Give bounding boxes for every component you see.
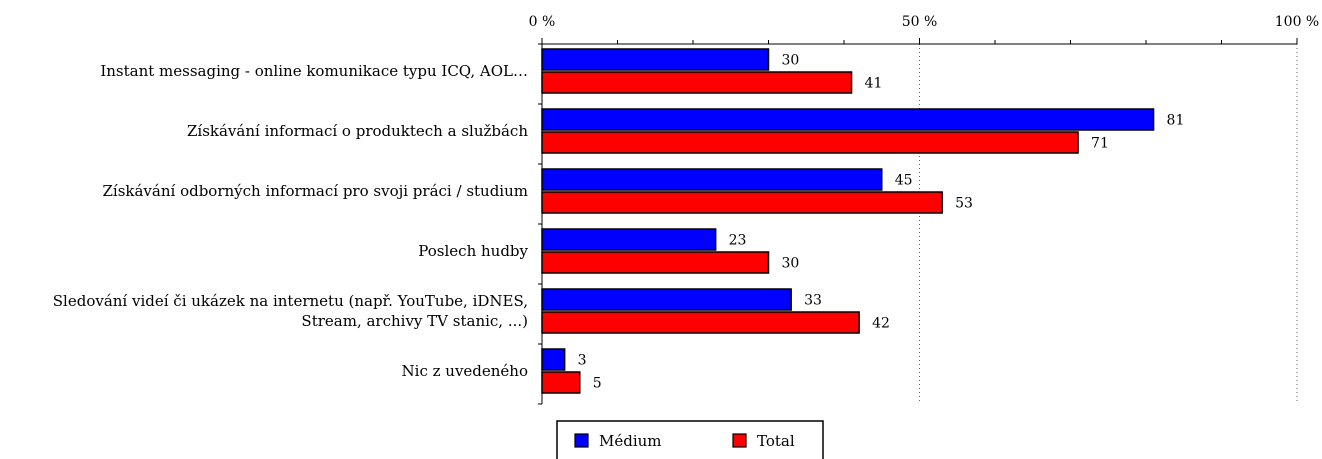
bar <box>542 372 580 393</box>
bar <box>542 349 565 370</box>
category-label: Instant messaging - online komunikace ty… <box>100 62 528 80</box>
data-label: 5 <box>593 376 602 392</box>
bar <box>542 229 716 250</box>
data-label: 23 <box>729 233 747 249</box>
data-label: 45 <box>895 173 913 189</box>
category-label: Stream, archivy TV stanic, ...) <box>301 312 528 330</box>
data-label: 71 <box>1091 136 1109 152</box>
legend-swatch <box>733 434 746 447</box>
x-tick-label: 50 % <box>902 14 938 30</box>
x-tick-label: 100 % <box>1275 14 1319 30</box>
data-label: 30 <box>782 53 800 69</box>
bar <box>542 312 859 333</box>
data-label: 42 <box>872 316 890 332</box>
bar <box>542 169 882 190</box>
x-tick-label: 0 % <box>529 14 556 30</box>
bar <box>542 49 769 70</box>
data-label: 33 <box>804 293 822 309</box>
bars-layer: 30 41 81 71 45 53 23 30 33 42 35 <box>542 49 1184 393</box>
category-label: Získávání odborných informací pro svoji … <box>102 182 528 200</box>
bar <box>542 289 791 310</box>
bar <box>542 109 1154 130</box>
data-label: 53 <box>955 196 973 212</box>
category-label: Poslech hudby <box>418 242 528 260</box>
bar <box>542 252 769 273</box>
bar <box>542 132 1078 153</box>
legend: Médium Total <box>557 421 823 459</box>
legend-label: Total <box>757 432 795 450</box>
category-label: Nic z uvedeného <box>402 362 528 380</box>
data-label: 41 <box>865 76 883 92</box>
bar <box>542 72 852 93</box>
data-label: 81 <box>1167 113 1185 129</box>
data-label: 3 <box>578 353 587 369</box>
legend-label: Médium <box>599 432 662 450</box>
category-label: Sledování videí či ukázek na internetu (… <box>53 292 528 310</box>
data-label: 30 <box>782 256 800 272</box>
bar <box>542 192 942 213</box>
category-label: Získávání informací o produktech a služb… <box>187 122 528 140</box>
legend-swatch <box>575 434 588 447</box>
